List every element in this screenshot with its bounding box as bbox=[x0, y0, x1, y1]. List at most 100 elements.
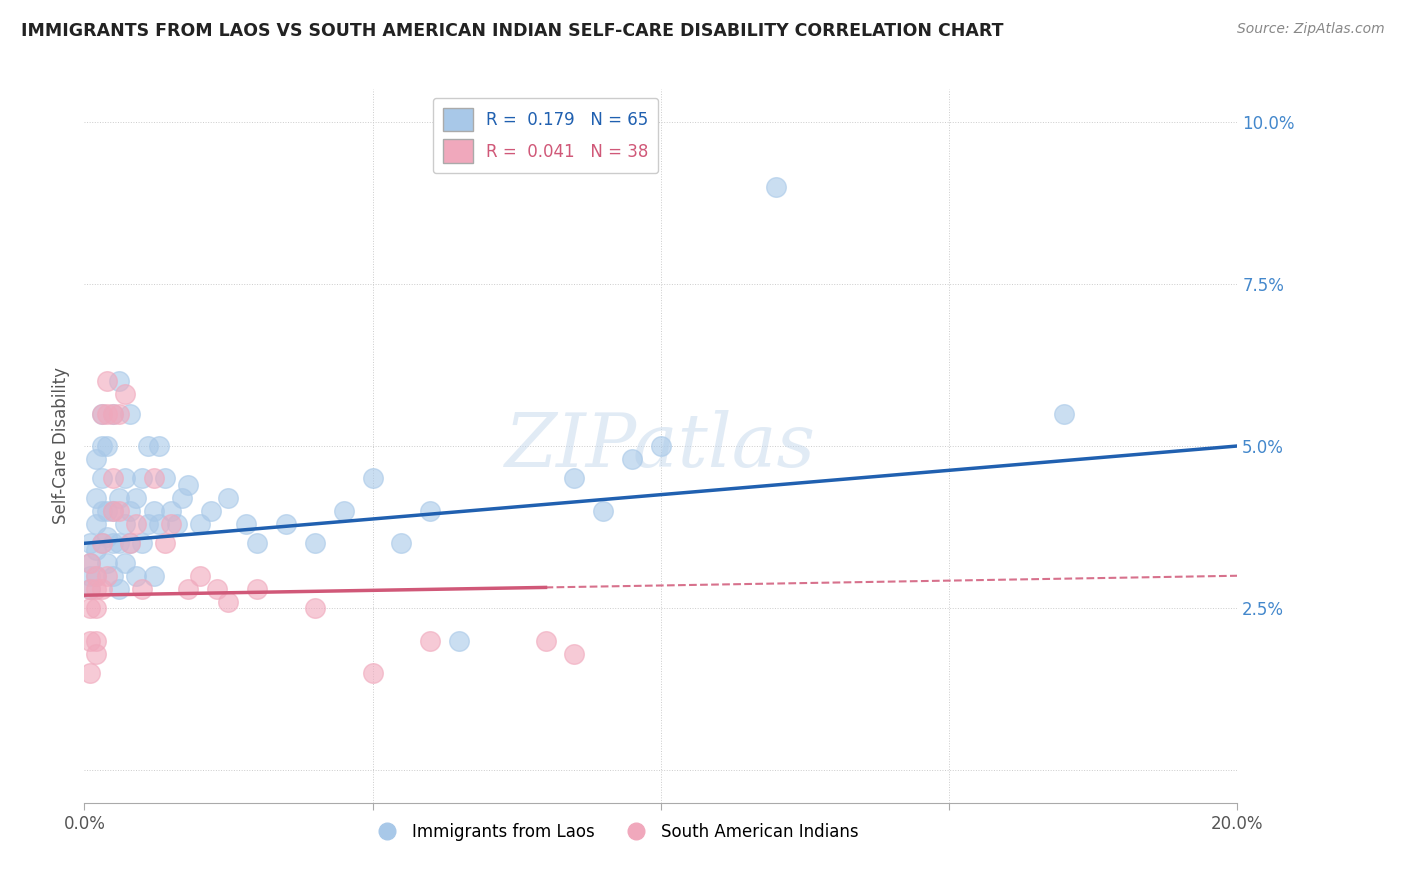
Point bbox=[84, 633, 107, 648]
Point bbox=[108, 582, 131, 596]
Point bbox=[188, 568, 211, 582]
Point bbox=[84, 582, 107, 596]
Point bbox=[534, 633, 557, 648]
Point bbox=[564, 471, 586, 485]
Point bbox=[391, 536, 413, 550]
Point bbox=[153, 536, 176, 550]
Point bbox=[84, 542, 107, 557]
Point bbox=[148, 439, 170, 453]
Point bbox=[96, 407, 118, 421]
Point bbox=[218, 595, 240, 609]
Point bbox=[131, 582, 153, 596]
Point bbox=[304, 601, 326, 615]
Point bbox=[103, 504, 124, 518]
Point bbox=[114, 387, 136, 401]
Point bbox=[131, 471, 153, 485]
Point bbox=[304, 536, 326, 550]
Point bbox=[131, 536, 153, 550]
Point bbox=[108, 491, 131, 505]
Point bbox=[108, 374, 131, 388]
Point bbox=[160, 516, 183, 531]
Point bbox=[120, 536, 142, 550]
Point bbox=[90, 582, 112, 596]
Point bbox=[153, 471, 176, 485]
Point bbox=[142, 471, 165, 485]
Point bbox=[148, 516, 170, 531]
Point bbox=[177, 582, 200, 596]
Point bbox=[84, 568, 107, 582]
Point bbox=[79, 633, 101, 648]
Point bbox=[103, 536, 124, 550]
Y-axis label: Self-Care Disability: Self-Care Disability bbox=[52, 368, 70, 524]
Point bbox=[90, 536, 112, 550]
Point bbox=[79, 601, 101, 615]
Point bbox=[235, 516, 257, 531]
Point bbox=[90, 504, 112, 518]
Point bbox=[361, 471, 384, 485]
Point bbox=[125, 568, 148, 582]
Point bbox=[90, 439, 112, 453]
Point bbox=[120, 407, 142, 421]
Point bbox=[84, 516, 107, 531]
Point bbox=[160, 504, 183, 518]
Point bbox=[333, 504, 356, 518]
Point bbox=[114, 516, 136, 531]
Point bbox=[108, 504, 131, 518]
Point bbox=[84, 491, 107, 505]
Point bbox=[120, 504, 142, 518]
Point bbox=[79, 536, 101, 550]
Point bbox=[108, 536, 131, 550]
Point bbox=[621, 452, 644, 467]
Point bbox=[96, 504, 118, 518]
Point bbox=[125, 491, 148, 505]
Point bbox=[765, 179, 787, 194]
Text: Source: ZipAtlas.com: Source: ZipAtlas.com bbox=[1237, 22, 1385, 37]
Point bbox=[79, 666, 101, 681]
Point bbox=[79, 568, 101, 582]
Point bbox=[84, 452, 107, 467]
Point bbox=[246, 536, 269, 550]
Point bbox=[84, 601, 107, 615]
Point bbox=[96, 568, 118, 582]
Point bbox=[79, 556, 101, 570]
Point bbox=[108, 407, 131, 421]
Text: IMMIGRANTS FROM LAOS VS SOUTH AMERICAN INDIAN SELF-CARE DISABILITY CORRELATION C: IMMIGRANTS FROM LAOS VS SOUTH AMERICAN I… bbox=[21, 22, 1004, 40]
Point bbox=[120, 536, 142, 550]
Point bbox=[449, 633, 471, 648]
Point bbox=[592, 504, 614, 518]
Point bbox=[166, 516, 188, 531]
Point bbox=[84, 647, 107, 661]
Point bbox=[90, 407, 112, 421]
Point bbox=[142, 568, 165, 582]
Point bbox=[136, 439, 159, 453]
Point bbox=[205, 582, 228, 596]
Point bbox=[276, 516, 298, 531]
Point bbox=[90, 407, 112, 421]
Point bbox=[103, 504, 124, 518]
Point bbox=[103, 407, 124, 421]
Point bbox=[79, 582, 101, 596]
Point bbox=[142, 504, 165, 518]
Point bbox=[419, 633, 441, 648]
Point bbox=[79, 582, 101, 596]
Point bbox=[84, 568, 107, 582]
Point bbox=[103, 407, 124, 421]
Point bbox=[650, 439, 672, 453]
Point bbox=[96, 530, 118, 544]
Point bbox=[246, 582, 269, 596]
Point bbox=[200, 504, 222, 518]
Point bbox=[96, 439, 118, 453]
Point bbox=[136, 516, 159, 531]
Text: ZIPatlas: ZIPatlas bbox=[505, 409, 817, 483]
Point bbox=[96, 556, 118, 570]
Point bbox=[90, 536, 112, 550]
Point bbox=[218, 491, 240, 505]
Point bbox=[177, 478, 200, 492]
Point bbox=[419, 504, 441, 518]
Point bbox=[188, 516, 211, 531]
Point bbox=[564, 647, 586, 661]
Point bbox=[103, 568, 124, 582]
Point bbox=[79, 556, 101, 570]
Point bbox=[114, 471, 136, 485]
Point bbox=[90, 471, 112, 485]
